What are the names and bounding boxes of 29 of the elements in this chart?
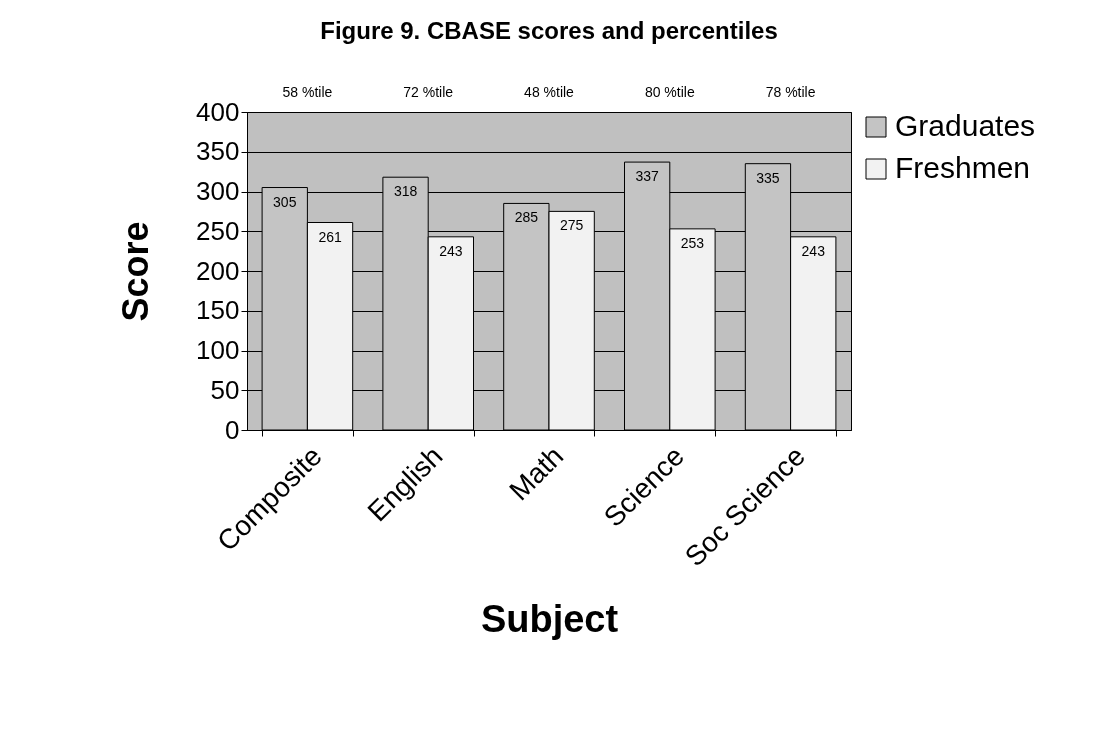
data-label: 318 bbox=[393, 183, 418, 200]
chart-title: Figure 9. CBASE scores and percentiles bbox=[320, 17, 778, 44]
y-tick-label: 300 bbox=[196, 176, 240, 206]
y-tick-label: 200 bbox=[196, 255, 240, 286]
data-label: 335 bbox=[756, 169, 780, 186]
y-tick-label: 100 bbox=[196, 335, 240, 365]
data-label: 243 bbox=[801, 242, 826, 259]
y-tick-label: 350 bbox=[196, 136, 240, 167]
data-label: 261 bbox=[318, 228, 342, 245]
text: 78 %tile bbox=[765, 84, 816, 100]
data-label: 285 bbox=[514, 209, 539, 226]
text: 48 %tile bbox=[524, 84, 575, 100]
data-label: 305 bbox=[273, 193, 297, 210]
y-tick-label: 400 bbox=[196, 96, 240, 127]
data-label: 253 bbox=[680, 234, 705, 251]
text: 58 %tile bbox=[282, 84, 333, 100]
text: 72 %tile bbox=[403, 84, 454, 100]
y-tick-label: 50 bbox=[210, 374, 240, 405]
y-tick-label: 150 bbox=[196, 295, 240, 326]
data-label: 243 bbox=[439, 242, 463, 259]
y-tick-label: 0 bbox=[225, 414, 240, 445]
x-axis-title: Subject bbox=[480, 598, 619, 641]
legend-label: Freshmen bbox=[895, 151, 1031, 184]
y-tick-label: 250 bbox=[196, 215, 240, 246]
data-label: 337 bbox=[635, 168, 660, 185]
legend-label: Graduates bbox=[895, 109, 1036, 142]
text: 80 %tile bbox=[644, 84, 695, 100]
y-axis-title: Score bbox=[115, 221, 157, 322]
data-label: 275 bbox=[559, 217, 584, 234]
